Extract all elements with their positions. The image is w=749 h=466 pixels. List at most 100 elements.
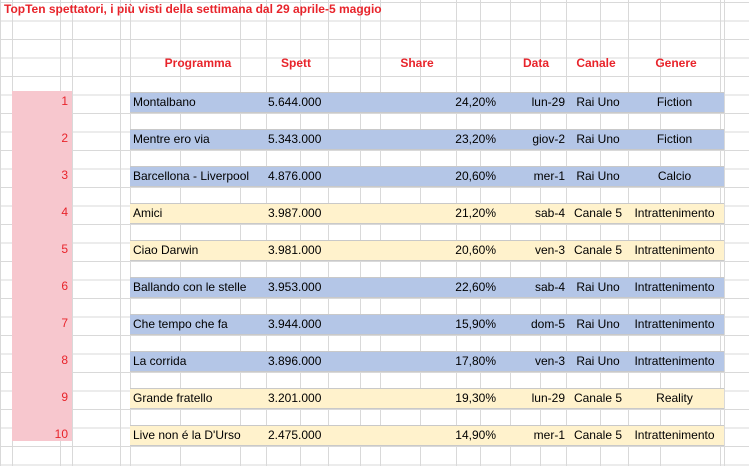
table-row[interactable]: Che tempo che fa 3.944.000 15,90% dom-5 Rai …	[130, 314, 724, 335]
spett-cell[interactable]: 3.944.000	[268, 317, 322, 331]
column-gridline	[328, 0, 329, 466]
canale-cell[interactable]: Canale 5	[573, 243, 623, 257]
column-gridline	[130, 0, 131, 466]
spett-cell[interactable]: 4.876.000	[268, 169, 322, 183]
table-row[interactable]: La corrida 3.896.000 17,80% ven-3 Rai Uno Int…	[130, 351, 724, 372]
share-cell[interactable]: 17,80%	[455, 354, 496, 368]
table-row[interactable]: Ciao Darwin 3.981.000 20,60% ven-3 Canale 5 I…	[130, 240, 724, 261]
header-canale[interactable]: Canale	[576, 56, 616, 70]
column-gridline	[724, 0, 725, 466]
share-cell[interactable]: 19,30%	[455, 391, 496, 405]
rank-number: 4	[61, 205, 68, 219]
spett-cell[interactable]: 5.644.000	[268, 95, 322, 109]
rank-cell[interactable]: 1	[12, 92, 72, 110]
canale-cell[interactable]: Rai Uno	[576, 354, 620, 368]
canale-cell[interactable]: Canale 5	[573, 428, 623, 442]
rank-cell[interactable]: 4	[12, 203, 72, 221]
column-gridline	[456, 0, 457, 466]
column-gridline	[628, 0, 629, 466]
genere-cell[interactable]: Fiction	[656, 132, 693, 146]
programma-cell[interactable]: Che tempo che fa	[133, 317, 228, 331]
spett-cell[interactable]: 3.953.000	[268, 280, 322, 294]
genere-cell[interactable]: Intrattenimento	[634, 317, 715, 331]
share-cell[interactable]: 23,20%	[455, 132, 496, 146]
canale-cell[interactable]: Rai Uno	[576, 95, 620, 109]
rank-column-fill	[12, 91, 72, 441]
spett-cell[interactable]: 5.343.000	[268, 132, 322, 146]
rank-number: 9	[61, 390, 68, 404]
rank-cell[interactable]: 3	[12, 166, 72, 184]
rank-number: 8	[61, 353, 68, 367]
header-spett[interactable]: Spett	[281, 56, 311, 70]
programma-cell[interactable]: Live non é la D'Urso	[133, 428, 241, 442]
share-cell[interactable]: 14,90%	[455, 428, 496, 442]
canale-cell[interactable]: Rai Uno	[576, 280, 620, 294]
header-data[interactable]: Data	[522, 56, 549, 70]
share-cell[interactable]: 15,90%	[455, 317, 496, 331]
rank-cell[interactable]: 9	[12, 388, 72, 406]
data-cell[interactable]: mer-1	[533, 428, 565, 442]
genere-cell[interactable]: Fiction	[656, 95, 693, 109]
programma-cell[interactable]: Grande fratello	[133, 391, 213, 405]
share-cell[interactable]: 22,60%	[455, 280, 496, 294]
table-row[interactable]: Mentre ero via 5.343.000 23,20% giov-2 Rai U…	[130, 129, 724, 150]
canale-cell[interactable]: Canale 5	[573, 391, 623, 405]
genere-cell[interactable]: Intrattenimento	[634, 206, 715, 220]
table-row[interactable]: Grande fratello 3.201.000 19,30% lun-29 Cana…	[130, 388, 724, 409]
spett-cell[interactable]: 3.981.000	[268, 243, 322, 257]
programma-cell[interactable]: Ballando con le stelle	[133, 280, 247, 294]
programma-cell[interactable]: Ciao Darwin	[133, 243, 199, 257]
spett-cell[interactable]: 2.475.000	[268, 428, 322, 442]
spett-cell[interactable]: 3.896.000	[268, 354, 322, 368]
data-cell[interactable]: sab-4	[534, 206, 565, 220]
programma-cell[interactable]: Montalbano	[133, 95, 196, 109]
programma-cell[interactable]: La corrida	[133, 354, 187, 368]
data-cell[interactable]: lun-29	[531, 95, 565, 109]
table-row[interactable]: Ballando con le stelle 3.953.000 22,60% sab…	[130, 277, 724, 298]
genere-cell[interactable]: Calcio	[657, 169, 692, 183]
share-cell[interactable]: 21,20%	[455, 206, 496, 220]
genere-cell[interactable]: Intrattenimento	[634, 280, 715, 294]
header-genere[interactable]: Genere	[655, 56, 697, 70]
data-cell[interactable]: dom-5	[530, 317, 565, 331]
genere-cell[interactable]: Intrattenimento	[634, 243, 715, 257]
canale-cell[interactable]: Rai Uno	[576, 317, 620, 331]
rank-cell[interactable]: 5	[12, 240, 72, 258]
rank-number: 5	[61, 242, 68, 256]
table-row[interactable]: Live non é la D'Urso 2.475.000 14,90% mer-1…	[130, 425, 724, 446]
programma-cell[interactable]: Amici	[133, 206, 163, 220]
table-row[interactable]: Amici 3.987.000 21,20% sab-4 Canale 5 Intratt…	[130, 203, 724, 224]
spett-cell[interactable]: 3.201.000	[268, 391, 322, 405]
genere-cell[interactable]: Intrattenimento	[634, 354, 715, 368]
canale-cell[interactable]: Rai Uno	[576, 169, 620, 183]
column-gridline	[266, 0, 267, 466]
table-row[interactable]: Montalbano 5.644.000 24,20% lun-29 Rai Uno Fi…	[130, 92, 724, 113]
rank-cell[interactable]: 8	[12, 351, 72, 369]
programma-cell[interactable]: Mentre ero via	[133, 132, 210, 146]
genere-cell[interactable]: Intrattenimento	[634, 428, 715, 442]
programma-cell[interactable]: Barcellona - Liverpool	[133, 169, 250, 183]
data-cell[interactable]: mer-1	[533, 169, 565, 183]
rank-cell[interactable]: 2	[12, 129, 72, 147]
rank-cell[interactable]: 10	[12, 425, 72, 443]
sheet-title[interactable]: TopTen spettatori, i più visti della set…	[4, 2, 382, 16]
data-cell[interactable]: ven-3	[534, 243, 565, 257]
data-cell[interactable]: lun-29	[531, 391, 565, 405]
rank-cell[interactable]: 6	[12, 277, 72, 295]
data-cell[interactable]: giov-2	[532, 132, 565, 146]
rank-number: 2	[61, 131, 68, 145]
genere-cell[interactable]: Reality	[656, 391, 693, 405]
data-cell[interactable]: sab-4	[534, 280, 565, 294]
data-cell[interactable]: ven-3	[534, 354, 565, 368]
share-cell[interactable]: 24,20%	[455, 95, 496, 109]
header-share[interactable]: Share	[400, 56, 434, 70]
column-gridline	[380, 0, 381, 466]
header-programma[interactable]: Programma	[164, 56, 232, 70]
spett-cell[interactable]: 3.987.000	[268, 206, 322, 220]
rank-cell[interactable]: 7	[12, 314, 72, 332]
table-row[interactable]: Barcellona - Liverpool 4.876.000 20,60% mer…	[130, 166, 724, 187]
share-cell[interactable]: 20,60%	[455, 243, 496, 257]
canale-cell[interactable]: Canale 5	[573, 206, 623, 220]
share-cell[interactable]: 20,60%	[455, 169, 496, 183]
canale-cell[interactable]: Rai Uno	[576, 132, 620, 146]
